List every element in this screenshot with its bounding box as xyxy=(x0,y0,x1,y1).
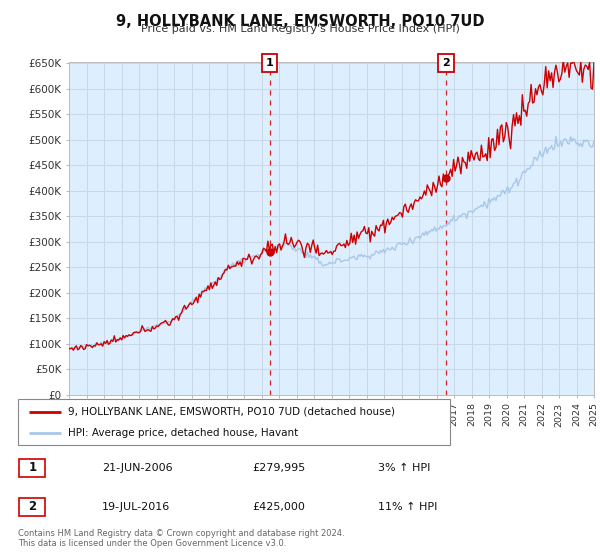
FancyBboxPatch shape xyxy=(19,459,46,477)
Text: This data is licensed under the Open Government Licence v3.0.: This data is licensed under the Open Gov… xyxy=(18,539,286,548)
Text: Price paid vs. HM Land Registry's House Price Index (HPI): Price paid vs. HM Land Registry's House … xyxy=(140,24,460,34)
Text: 2: 2 xyxy=(442,58,450,68)
Text: 9, HOLLYBANK LANE, EMSWORTH, PO10 7UD (detached house): 9, HOLLYBANK LANE, EMSWORTH, PO10 7UD (d… xyxy=(68,407,395,417)
Text: £279,995: £279,995 xyxy=(252,463,305,473)
Text: 21-JUN-2006: 21-JUN-2006 xyxy=(102,463,173,473)
FancyBboxPatch shape xyxy=(18,399,450,445)
Text: 11% ↑ HPI: 11% ↑ HPI xyxy=(378,502,437,512)
Text: 3% ↑ HPI: 3% ↑ HPI xyxy=(378,463,430,473)
Text: 2: 2 xyxy=(28,500,37,514)
Text: £425,000: £425,000 xyxy=(252,502,305,512)
Text: 1: 1 xyxy=(28,461,37,474)
Text: HPI: Average price, detached house, Havant: HPI: Average price, detached house, Hava… xyxy=(68,428,298,438)
FancyBboxPatch shape xyxy=(19,498,46,516)
Text: Contains HM Land Registry data © Crown copyright and database right 2024.: Contains HM Land Registry data © Crown c… xyxy=(18,529,344,538)
Text: 1: 1 xyxy=(266,58,274,68)
Text: 9, HOLLYBANK LANE, EMSWORTH, PO10 7UD: 9, HOLLYBANK LANE, EMSWORTH, PO10 7UD xyxy=(116,14,484,29)
Text: 19-JUL-2016: 19-JUL-2016 xyxy=(102,502,170,512)
